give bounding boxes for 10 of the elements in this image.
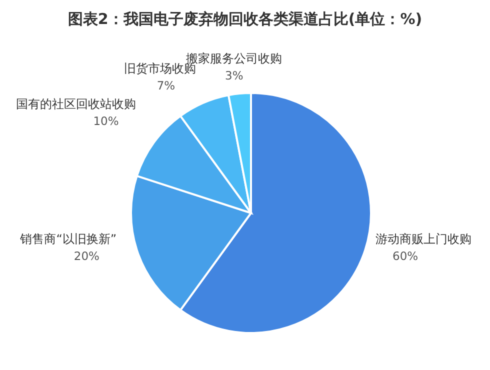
slice-label: 游动商贩上门收购 bbox=[375, 232, 472, 246]
slice-label: 搬家服务公司收购 bbox=[186, 52, 282, 66]
data-label: 10% bbox=[93, 114, 119, 128]
data-label: 3% bbox=[225, 68, 244, 83]
data-label: 7% bbox=[156, 78, 176, 92]
slice-label: 销售商“以旧换新” bbox=[19, 232, 117, 246]
data-label: 60% bbox=[392, 249, 418, 264]
slice-label: 国有的社区回收站收购 bbox=[16, 97, 136, 112]
data-label: 20% bbox=[74, 249, 100, 264]
chart-title: 图表2：我国电子废弃物回收各类渠道占比(单位：%) bbox=[66, 10, 424, 29]
